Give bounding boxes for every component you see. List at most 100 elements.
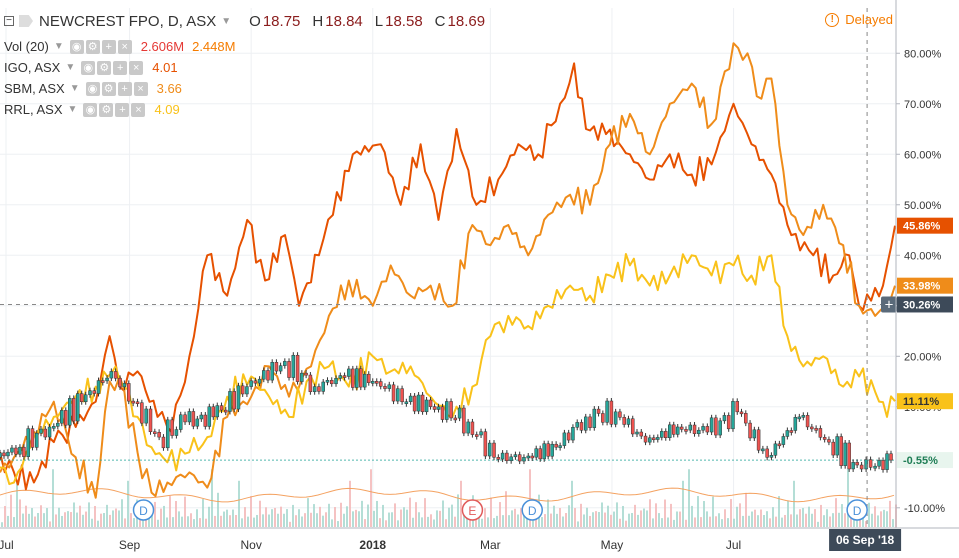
eye-icon[interactable]: ◉	[83, 102, 98, 117]
close-icon[interactable]: ×	[131, 102, 146, 117]
plus-icon[interactable]: +	[101, 39, 116, 54]
gear-icon[interactable]: ⚙	[97, 60, 112, 75]
collapse-icon[interactable]: −	[4, 16, 14, 26]
symbol-title[interactable]: NEWCREST FPO, D, ASX	[39, 12, 217, 30]
chevron-down-icon[interactable]: ▼	[53, 41, 64, 52]
eye-icon[interactable]: ◉	[69, 39, 84, 54]
volume-bar	[805, 513, 807, 527]
event-marker[interactable]	[461, 499, 484, 521]
series-line[interactable]	[0, 62, 896, 491]
last-value-label-box	[897, 277, 953, 294]
volume-bar	[319, 506, 321, 527]
chevron-down-icon[interactable]: ▼	[69, 83, 80, 94]
candle	[805, 415, 810, 428]
volume-bar	[865, 521, 867, 527]
volume-bar	[241, 518, 243, 527]
volume-bar	[388, 512, 390, 527]
event-marker[interactable]	[846, 499, 868, 521]
candle	[692, 424, 697, 434]
legend-study-row[interactable]: RRL, ASX ▼ ◉ ⚙ + × 4.09	[4, 99, 485, 120]
series-line[interactable]	[0, 42, 896, 499]
candle	[722, 415, 727, 422]
legend-study-row[interactable]: IGO, ASX ▼ ◉ ⚙ + × 4.01	[4, 57, 485, 78]
study-name[interactable]: SBM, ASX	[4, 81, 65, 96]
candle	[509, 456, 513, 462]
volume-bar	[664, 499, 666, 527]
volume-bar	[85, 511, 87, 527]
candle	[752, 429, 757, 439]
delayed-status[interactable]: ! Delayed	[825, 12, 893, 27]
plus-icon[interactable]: +	[113, 60, 128, 75]
volume-bar	[343, 513, 345, 527]
flag-icon[interactable]	[19, 15, 33, 27]
legend-study-row[interactable]: Vol (20) ▼ ◉ ⚙ + × 2.606M 2.448M	[4, 36, 485, 57]
candle	[378, 381, 383, 387]
series-line[interactable]	[0, 253, 896, 486]
legend: − NEWCREST FPO, D, ASX ▼ O 18.75 H 18.84 L…	[4, 8, 485, 120]
candle	[321, 381, 325, 392]
event-marker[interactable]	[521, 499, 543, 521]
plus-icon[interactable]: +	[117, 81, 132, 96]
candle	[79, 393, 84, 402]
chevron-down-icon[interactable]: ▼	[221, 15, 232, 27]
x-tick-label: Jul	[726, 538, 741, 552]
crosshair-plus-button[interactable]	[881, 296, 897, 313]
candle	[851, 462, 855, 470]
last-value-label: 45.86%	[903, 221, 941, 233]
study-name[interactable]: RRL, ASX	[4, 102, 63, 117]
close-icon[interactable]: ×	[133, 81, 148, 96]
volume-bar	[454, 516, 456, 527]
eye-icon[interactable]: ◉	[81, 60, 96, 75]
event-marker-label: D	[853, 504, 862, 518]
last-value-label: 11.11%	[903, 396, 939, 408]
candle	[797, 416, 802, 420]
plus-icon[interactable]: +	[115, 102, 130, 117]
candle	[118, 378, 122, 388]
volume-bar	[82, 514, 84, 527]
volume-bar	[124, 518, 126, 527]
candle	[283, 361, 287, 366]
chevron-down-icon[interactable]: ▼	[67, 104, 78, 115]
candle	[688, 424, 693, 431]
legend-study-row[interactable]: SBM, ASX ▼ ◉ ⚙ + × 3.66	[4, 78, 485, 99]
candle	[769, 455, 774, 458]
volume-bar	[181, 516, 183, 527]
gear-icon[interactable]: ⚙	[99, 102, 114, 117]
eye-icon[interactable]: ◉	[85, 81, 100, 96]
candle	[744, 413, 748, 424]
candle	[526, 455, 530, 459]
volume-bar	[793, 480, 795, 527]
volume-bar	[685, 519, 687, 527]
volume-bar	[262, 514, 264, 527]
volume-bar	[751, 511, 753, 527]
candle	[522, 457, 526, 462]
candle	[705, 426, 710, 433]
volume-bar	[481, 518, 483, 527]
close-icon[interactable]: ×	[129, 60, 144, 75]
study-name[interactable]: IGO, ASX	[4, 60, 61, 75]
event-marker[interactable]	[132, 499, 155, 521]
volume-bar	[91, 518, 93, 527]
volume-bar	[724, 509, 726, 527]
volume-bar	[172, 517, 174, 527]
volume-bar	[832, 513, 834, 527]
volume-bar	[769, 518, 771, 527]
candle	[648, 437, 652, 443]
candle	[492, 442, 496, 458]
volume-bar	[28, 513, 30, 527]
volume-bar	[208, 506, 210, 527]
study-name[interactable]: Vol (20)	[4, 39, 49, 54]
candle	[542, 443, 546, 460]
gear-icon[interactable]: ⚙	[85, 39, 100, 54]
close-icon[interactable]: ×	[117, 39, 132, 54]
candle	[262, 370, 266, 380]
plus-icon[interactable]: +	[885, 296, 894, 313]
volume-bar	[766, 511, 768, 527]
candle	[127, 383, 131, 402]
y-tick-label: 80.00%	[904, 48, 942, 60]
volume-bar	[559, 508, 561, 527]
chevron-down-icon[interactable]: ▼	[65, 62, 76, 73]
volume-bar	[139, 517, 141, 527]
gear-icon[interactable]: ⚙	[101, 81, 116, 96]
